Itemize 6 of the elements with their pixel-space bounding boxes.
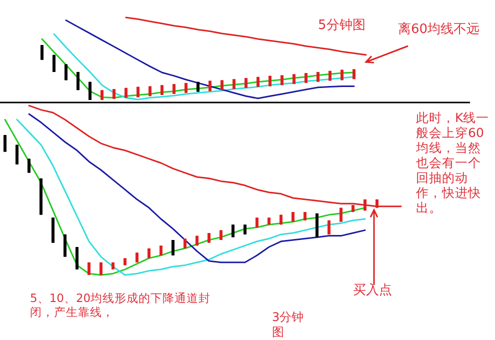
text: 离60均线不远 xyxy=(398,22,480,37)
text: 5分钟图 xyxy=(318,18,366,33)
text: 买入点 xyxy=(353,283,392,298)
text: 5、10、20均线形成的下降通道封闭，产生靠线， xyxy=(30,291,212,319)
text: 此时，K线一般会上穿60均线，当然也会有一个回抽的动作，快进快出。 xyxy=(416,110,490,215)
text: 3分钟图 xyxy=(272,310,305,339)
